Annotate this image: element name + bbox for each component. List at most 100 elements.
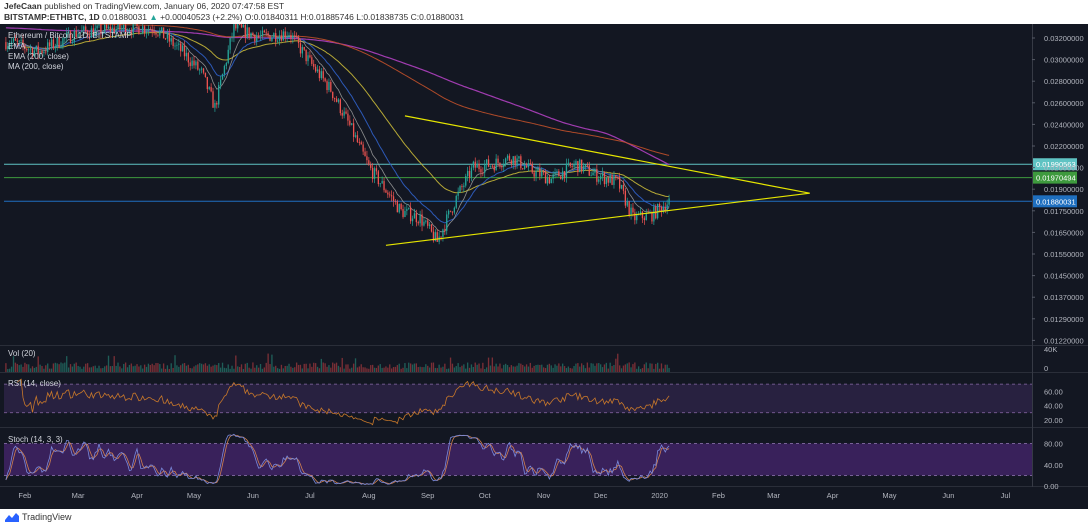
legend-entry: EMA bbox=[8, 42, 26, 51]
volume-bar bbox=[64, 362, 66, 372]
volume-bar bbox=[237, 366, 239, 372]
volume-bar bbox=[356, 367, 359, 372]
volume-bar bbox=[558, 363, 560, 372]
candle-body bbox=[66, 32, 68, 38]
volume-bar bbox=[311, 366, 313, 372]
candle-body bbox=[62, 38, 64, 47]
candle-body bbox=[261, 30, 264, 36]
volume-bar bbox=[269, 364, 271, 372]
candle-body bbox=[284, 31, 286, 38]
volume-bar bbox=[314, 363, 317, 372]
volume-bar bbox=[180, 365, 182, 372]
legend-entry: MA (200, close) bbox=[8, 62, 64, 71]
candle-body bbox=[248, 27, 250, 38]
candle-body bbox=[396, 201, 399, 213]
volume-bar bbox=[345, 364, 347, 372]
candle-body bbox=[523, 166, 526, 170]
candle-body bbox=[92, 28, 94, 37]
volume-bar bbox=[351, 367, 353, 372]
volume-bar bbox=[109, 366, 112, 372]
time-tick-label: Feb bbox=[18, 491, 31, 500]
candle-body bbox=[176, 44, 178, 46]
candle-body bbox=[516, 158, 518, 166]
candle-body bbox=[200, 68, 203, 70]
candle-body bbox=[330, 81, 332, 92]
candle-body bbox=[155, 32, 157, 35]
candle-body bbox=[484, 164, 486, 173]
volume-bar bbox=[240, 364, 243, 372]
triangle-lower-line bbox=[385, 192, 810, 246]
rsi-tick-label: 60.00 bbox=[1044, 387, 1063, 396]
candle-body bbox=[465, 176, 467, 186]
volume-bar bbox=[14, 362, 17, 372]
candle-body bbox=[590, 175, 592, 177]
volume-bar bbox=[123, 363, 125, 372]
volume-bar bbox=[189, 368, 191, 372]
candle-body bbox=[560, 176, 562, 180]
candle-body bbox=[643, 218, 646, 221]
volume-bar bbox=[24, 362, 26, 372]
candle-body bbox=[352, 123, 355, 137]
candle-body bbox=[550, 178, 552, 184]
candle-body bbox=[474, 161, 476, 168]
volume-bar bbox=[267, 353, 269, 372]
candle-body bbox=[149, 28, 151, 30]
rsi-tick-label: 20.00 bbox=[1044, 416, 1063, 425]
candle-body bbox=[79, 32, 81, 35]
candle-body bbox=[111, 27, 113, 33]
time-tick-label: Aug bbox=[362, 491, 375, 500]
open-value: 0.01840311 bbox=[253, 12, 299, 22]
candle-body bbox=[143, 26, 146, 33]
ema-long-line bbox=[24, 31, 670, 198]
candle-body bbox=[178, 43, 180, 45]
volume-bar bbox=[107, 355, 110, 372]
volume-bar bbox=[611, 366, 613, 372]
candle-body bbox=[368, 160, 370, 165]
volume-bar bbox=[219, 367, 222, 372]
volume-bar bbox=[484, 368, 486, 372]
volume-bar bbox=[60, 362, 62, 372]
candle-body bbox=[280, 35, 283, 41]
volume-bar bbox=[664, 364, 666, 372]
candle-body bbox=[598, 179, 600, 182]
candle-body bbox=[132, 24, 134, 34]
volume-bar bbox=[444, 363, 446, 372]
candle-body bbox=[354, 135, 357, 137]
candle-body bbox=[98, 24, 100, 26]
high-value: 0.01885746 bbox=[308, 12, 354, 22]
candle-body bbox=[263, 30, 265, 33]
volume-bar bbox=[138, 366, 140, 372]
volume-bar bbox=[50, 368, 53, 372]
triangle-pattern[interactable] bbox=[385, 115, 810, 246]
price-tick-label: 0.02600000 bbox=[1044, 99, 1084, 108]
volume-bar bbox=[491, 357, 494, 372]
volume-bar bbox=[371, 364, 374, 372]
volume-bar bbox=[567, 366, 570, 372]
volume-bar bbox=[105, 365, 108, 372]
candle-body bbox=[402, 209, 404, 218]
chart-area[interactable]: 0.01990563 0.01970494 0.01880031 40K 0 60.0… bbox=[0, 24, 1088, 509]
horizontal-levels[interactable]: 0.01990563 0.01970494 0.01880031 bbox=[4, 158, 1077, 208]
symbol-label: BITSTAMP:ETHBTC, 1D bbox=[4, 12, 100, 22]
volume-bar bbox=[596, 363, 598, 372]
price-tag bbox=[1033, 158, 1077, 171]
volume-bar bbox=[126, 367, 129, 372]
candle-body bbox=[69, 31, 72, 44]
volume-bar bbox=[523, 366, 526, 372]
volume-bar bbox=[468, 367, 471, 372]
price-tag-label: 0.01880031 bbox=[1036, 197, 1076, 206]
author-name[interactable]: JefeCaan bbox=[4, 1, 42, 11]
volume-bar bbox=[561, 363, 564, 372]
candle-body bbox=[180, 43, 182, 52]
volume-bar bbox=[415, 363, 418, 372]
volume-bar bbox=[256, 365, 258, 372]
candle-body bbox=[140, 33, 142, 35]
volume-bar bbox=[366, 368, 368, 372]
volume-bar bbox=[617, 353, 619, 372]
ema200-line bbox=[83, 24, 670, 156]
candle-body bbox=[257, 36, 260, 38]
candle-body bbox=[561, 171, 564, 180]
candle-body bbox=[166, 33, 169, 39]
stoch-band bbox=[4, 443, 1032, 476]
candle-body bbox=[39, 50, 41, 55]
